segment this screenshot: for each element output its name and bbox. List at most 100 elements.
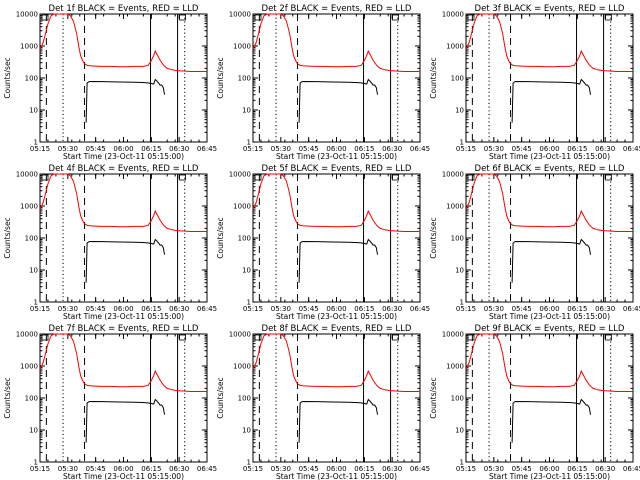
series-line-lld: [465, 13, 633, 72]
attenuator-state-glyph: [392, 334, 399, 341]
panel-title: Det 5f BLACK = Events, RED = LLD: [262, 164, 412, 174]
y-tick-label: 1: [247, 299, 251, 307]
y-tick-label: 1: [34, 299, 38, 307]
x-axis-label: Start Time (23-Oct-11 05:15:00): [489, 312, 610, 321]
x-tick-label: 06:30: [595, 305, 615, 313]
x-tick-label: 06:15: [567, 465, 587, 473]
y-tick-label: 10000: [442, 171, 464, 179]
plot-frame: [252, 13, 421, 143]
y-tick-label: 100: [451, 395, 464, 403]
x-tick-label: 06:45: [410, 465, 430, 473]
x-tick-label: 05:45: [512, 145, 532, 153]
y-tick-label: 1000: [20, 43, 38, 51]
x-tick-label: 05:15: [30, 465, 50, 473]
plot-frame: [39, 333, 208, 463]
y-tick-label: 1: [34, 459, 38, 467]
attenuator-state-glyph: [467, 174, 475, 181]
x-tick-label: 06:00: [539, 145, 559, 153]
attenuator-state-glyph: [179, 14, 186, 21]
x-tick-label: 06:00: [113, 305, 133, 313]
y-tick-label: 1000: [233, 363, 251, 371]
series-line-events: [85, 238, 165, 283]
x-tick-label: 06:00: [539, 305, 559, 313]
plot-frame: [252, 333, 421, 463]
y-tick-label: 10: [242, 107, 251, 115]
x-axis-label: Start Time (23-Oct-11 05:15:00): [276, 472, 397, 480]
y-tick-label: 1000: [233, 203, 251, 211]
x-tick-label: 06:30: [595, 465, 615, 473]
y-tick-label: 10000: [229, 331, 251, 339]
panel-title: Det 2f BLACK = Events, RED = LLD: [262, 4, 412, 14]
series-line-lld: [252, 333, 420, 392]
x-tick-label: 06:00: [326, 465, 346, 473]
x-tick-label: 06:15: [354, 305, 374, 313]
series-line-events: [298, 238, 378, 283]
y-tick-label: 10: [242, 427, 251, 435]
x-tick-label: 06:30: [169, 465, 189, 473]
plot-frame: [252, 173, 421, 303]
y-tick-label: 1: [460, 459, 464, 467]
y-tick-label: 10000: [16, 331, 38, 339]
y-tick-label: 10000: [16, 171, 38, 179]
panel-title: Det 8f BLACK = Events, RED = LLD: [262, 324, 412, 334]
y-tick-label: 10: [242, 267, 251, 275]
detector-panel-6: Det 6f BLACK = Events, RED = LLD 1 10 100 10…: [429, 164, 640, 321]
x-tick-label: 06:45: [623, 305, 640, 313]
attenuator-state-glyph: [254, 174, 262, 181]
plot-frame: [39, 13, 208, 143]
x-axis-label: Start Time (23-Oct-11 05:15:00): [489, 152, 610, 161]
y-tick-label: 1: [460, 299, 464, 307]
x-tick-label: 06:45: [410, 145, 430, 153]
x-tick-label: 06:45: [197, 465, 217, 473]
x-tick-label: 05:45: [86, 305, 106, 313]
x-tick-label: 06:30: [382, 145, 402, 153]
series-line-events: [511, 238, 591, 283]
y-tick-label: 1: [247, 139, 251, 147]
y-tick-label: 10000: [442, 331, 464, 339]
x-tick-label: 05:45: [512, 465, 532, 473]
attenuator-state-glyph: [41, 334, 49, 341]
y-tick-label: 1: [34, 139, 38, 147]
series-line-events: [298, 78, 378, 123]
y-tick-label: 100: [451, 75, 464, 83]
y-tick-label: 1000: [233, 43, 251, 51]
attenuator-state-glyph: [392, 174, 399, 181]
attenuator-state-glyph: [467, 14, 475, 21]
attenuator-state-glyph: [179, 174, 186, 181]
attenuator-state-glyph: [467, 334, 475, 341]
y-axis-label: Counts/sec: [429, 217, 438, 258]
x-tick-label: 06:00: [326, 145, 346, 153]
attenuator-state-glyph: [605, 334, 612, 341]
y-tick-label: 1: [460, 139, 464, 147]
series-line-events: [85, 398, 165, 443]
y-tick-label: 10: [29, 427, 38, 435]
x-tick-label: 05:30: [58, 145, 78, 153]
y-tick-label: 10000: [16, 11, 38, 19]
series-line-lld: [39, 173, 207, 232]
x-tick-label: 05:30: [484, 465, 504, 473]
x-tick-label: 05:30: [58, 305, 78, 313]
x-tick-label: 06:15: [567, 305, 587, 313]
x-tick-label: 05:45: [512, 305, 532, 313]
x-tick-label: 06:15: [354, 465, 374, 473]
x-tick-label: 06:45: [197, 145, 217, 153]
detector-panel-9: Det 9f BLACK = Events, RED = LLD 1 10 100 10…: [429, 324, 640, 480]
attenuator-state-glyph: [254, 334, 262, 341]
panel-title: Det 3f BLACK = Events, RED = LLD: [475, 4, 625, 14]
panel-title: Det 4f BLACK = Events, RED = LLD: [49, 164, 199, 174]
attenuator-state-glyph: [254, 14, 262, 21]
x-axis-label: Start Time (23-Oct-11 05:15:00): [63, 312, 184, 321]
x-tick-label: 06:30: [595, 145, 615, 153]
x-tick-label: 05:15: [243, 465, 263, 473]
x-tick-label: 05:30: [271, 145, 291, 153]
x-tick-label: 05:30: [58, 465, 78, 473]
y-tick-label: 10: [455, 267, 464, 275]
x-tick-label: 05:15: [243, 305, 263, 313]
detector-panel-4: Det 4f BLACK = Events, RED = LLD 1 10 100 10…: [3, 164, 217, 321]
x-tick-label: 06:00: [539, 465, 559, 473]
y-axis-label: Counts/sec: [3, 377, 12, 418]
x-tick-label: 05:15: [30, 305, 50, 313]
x-tick-label: 05:15: [243, 145, 263, 153]
x-tick-label: 06:45: [623, 145, 640, 153]
